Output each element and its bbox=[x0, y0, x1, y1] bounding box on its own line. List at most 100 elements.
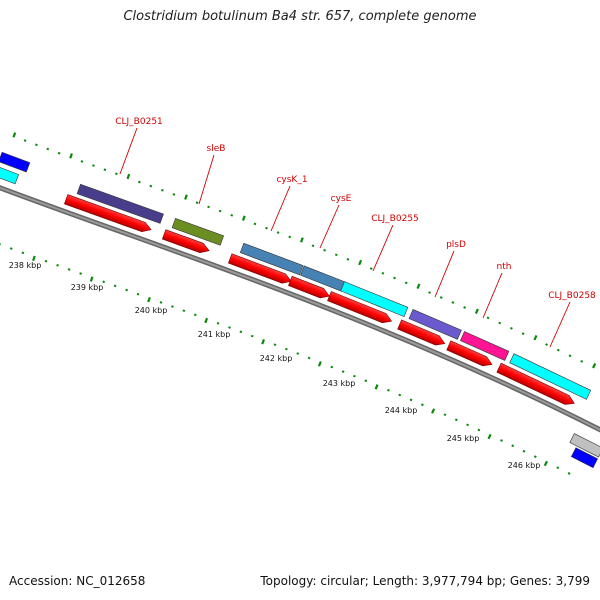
cds-arrow bbox=[446, 340, 493, 367]
gc-tick-inner bbox=[273, 343, 277, 347]
gene-feature-bar bbox=[570, 447, 599, 469]
cds-arrow bbox=[496, 362, 575, 405]
gc-tick-outer bbox=[149, 184, 153, 188]
cds-arrow bbox=[327, 291, 393, 324]
gc-tick-inner bbox=[284, 347, 288, 351]
gene-leader-line bbox=[198, 154, 215, 205]
gc-tick-inner bbox=[317, 361, 322, 367]
gene-label: cysE bbox=[331, 194, 352, 204]
gc-tick-inner bbox=[9, 247, 13, 250]
gc-content-inner-track bbox=[0, 243, 571, 475]
gc-tick-outer bbox=[463, 306, 467, 309]
gc-tick-inner bbox=[364, 379, 368, 383]
gc-tick-inner bbox=[216, 321, 220, 325]
gc-tick-outer bbox=[545, 343, 548, 346]
gc-tick-inner bbox=[500, 439, 503, 442]
cds-arrow bbox=[64, 194, 152, 233]
gene-feature-bar bbox=[408, 309, 462, 340]
gc-tick-outer bbox=[161, 188, 164, 192]
gc-tick-inner bbox=[341, 370, 345, 373]
gc-tick-inner bbox=[387, 388, 390, 392]
gc-tick-outer bbox=[288, 235, 292, 239]
gene-label: CLJ_B0255 bbox=[371, 214, 419, 224]
gc-tick-inner bbox=[261, 339, 266, 345]
scale-label: 240 kbp bbox=[135, 306, 168, 315]
gc-tick-outer bbox=[393, 276, 396, 280]
gene-feature-bar bbox=[459, 331, 510, 361]
gc-tick-outer bbox=[416, 283, 421, 290]
gc-tick-outer bbox=[69, 153, 73, 159]
scale-label: 242 kbp bbox=[260, 354, 293, 363]
gene-leader-line bbox=[434, 250, 455, 298]
gc-tick-inner bbox=[307, 356, 311, 360]
scale-label-layer: 238 kbp 239 kbp 240 kbp 241 kbp 242 kbp 243 k… bbox=[9, 261, 541, 470]
gc-tick-inner bbox=[567, 472, 571, 475]
gene-leader-line bbox=[270, 185, 291, 232]
gene-feature-bar bbox=[0, 165, 20, 185]
gc-tick-inner bbox=[443, 413, 447, 417]
gc-tick-outer bbox=[253, 222, 257, 226]
accession-label: Accession: NC_012658 bbox=[9, 574, 146, 588]
gc-tick-inner bbox=[533, 455, 537, 459]
gc-tick-inner bbox=[113, 284, 117, 288]
gc-tick-outer bbox=[509, 326, 513, 330]
gene-label-layer: CLJ_B0251 sleB cysK_1 cysE CLJ_B0255 plsD nth C… bbox=[115, 117, 596, 348]
gc-tick-inner bbox=[374, 384, 379, 390]
gc-tick-outer bbox=[404, 281, 408, 285]
gc-tick-outer bbox=[46, 147, 50, 151]
scale-label: 238 kbp bbox=[9, 261, 42, 270]
scale-label: 244 kbp bbox=[385, 406, 418, 415]
gc-tick-inner bbox=[296, 352, 300, 355]
gene-feature-bar bbox=[340, 281, 409, 317]
gene-label: nth bbox=[497, 262, 512, 272]
gc-tick-outer bbox=[35, 143, 38, 147]
gc-tick-inner bbox=[522, 449, 526, 453]
gc-tick-inner bbox=[431, 408, 436, 414]
gc-tick-inner bbox=[125, 288, 128, 292]
scale-label: 243 kbp bbox=[323, 379, 356, 388]
gc-tick-outer bbox=[439, 296, 443, 299]
gc-tick-outer bbox=[276, 231, 280, 234]
gene-leader-line bbox=[549, 301, 571, 348]
gc-tick-inner bbox=[454, 418, 458, 422]
gc-tick-outer bbox=[265, 226, 268, 230]
gc-tick-inner bbox=[32, 255, 36, 262]
gc-tick-inner bbox=[556, 466, 560, 470]
gc-tick-inner bbox=[21, 251, 25, 255]
gc-tick-outer bbox=[57, 151, 61, 155]
gc-tick-inner bbox=[204, 317, 209, 324]
gc-tick-outer bbox=[592, 363, 597, 369]
gc-tick-outer bbox=[92, 164, 95, 167]
topology-label: Topology: circular; Length: 3,977,794 bp… bbox=[260, 574, 590, 588]
gc-tick-outer bbox=[230, 214, 234, 217]
gc-tick-outer bbox=[103, 168, 107, 171]
scale-label: 241 kbp bbox=[198, 330, 231, 339]
map-title: Clostridium botulinum Ba4 str. 657, comp… bbox=[123, 9, 477, 24]
gc-tick-inner bbox=[147, 296, 151, 303]
gc-tick-outer bbox=[346, 258, 350, 261]
gc-tick-inner bbox=[543, 460, 548, 467]
gc-tick-inner bbox=[466, 423, 470, 427]
gc-tick-inner bbox=[193, 313, 197, 317]
gc-tick-outer bbox=[172, 193, 176, 196]
gc-tick-outer bbox=[207, 205, 210, 209]
gc-tick-outer bbox=[241, 215, 246, 221]
scale-label: 246 kbp bbox=[508, 461, 541, 470]
gene-feature-bar bbox=[76, 183, 164, 224]
gc-tick-outer bbox=[568, 354, 572, 358]
genome-backbone bbox=[0, 185, 600, 433]
gc-tick-outer bbox=[311, 244, 315, 248]
gc-tick-inner bbox=[250, 334, 254, 338]
gene-label: plsD bbox=[446, 240, 466, 250]
gc-tick-outer bbox=[521, 332, 525, 336]
gene-feature-bar bbox=[569, 433, 600, 458]
gc-tick-outer bbox=[556, 348, 560, 352]
gc-tick-outer bbox=[369, 267, 373, 270]
gc-tick-inner bbox=[44, 259, 48, 263]
gc-tick-outer bbox=[533, 334, 538, 341]
gc-tick-inner bbox=[159, 301, 163, 304]
gc-tick-inner bbox=[239, 330, 243, 334]
gc-tick-inner bbox=[171, 305, 174, 308]
gc-tick-outer bbox=[323, 248, 327, 252]
